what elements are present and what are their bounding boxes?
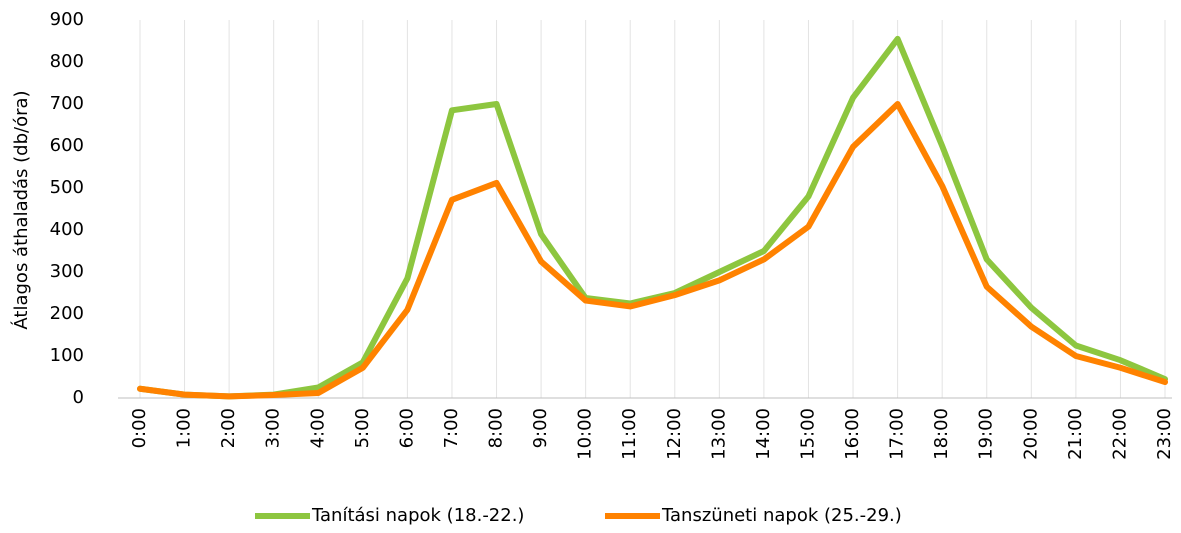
x-tick-label: 6:00	[396, 408, 417, 448]
x-tick-label: 16:00	[842, 408, 863, 460]
x-tick-label: 10:00	[575, 408, 596, 460]
y-tick-label: 500	[50, 177, 84, 198]
x-tick-label: 13:00	[708, 408, 729, 460]
x-tick-label: 2:00	[218, 408, 239, 448]
x-tick-label: 4:00	[307, 408, 328, 448]
series-line	[137, 101, 1168, 400]
x-tick-label: 20:00	[1020, 408, 1041, 460]
y-tick-label: 700	[50, 93, 84, 114]
x-tick-label: 12:00	[664, 408, 685, 460]
x-tick-label: 18:00	[931, 408, 952, 460]
y-tick-label: 0	[73, 387, 84, 408]
x-tick-label: 8:00	[486, 408, 507, 448]
x-tick-label: 9:00	[530, 408, 551, 448]
y-tick-label: 300	[50, 261, 84, 282]
x-tick-label: 7:00	[441, 408, 462, 448]
x-tick-label: 22:00	[1109, 408, 1130, 460]
y-tick-label: 600	[50, 135, 84, 156]
x-tick-label: 21:00	[1065, 408, 1086, 460]
y-tick-label: 400	[50, 219, 84, 240]
x-tick-label: 3:00	[263, 408, 284, 448]
y-tick-label: 900	[50, 9, 84, 30]
x-tick-label: 15:00	[797, 408, 818, 460]
y-tick-label: 800	[50, 51, 84, 72]
series-line	[137, 35, 1168, 400]
legend-label: Tanítási napok (18.-22.)	[311, 505, 524, 526]
y-axis-title: Átlagos áthaladás (db/óra)	[10, 90, 32, 329]
x-tick-label: 1:00	[174, 408, 195, 448]
y-tick-label: 100	[50, 345, 84, 366]
x-tick-label: 11:00	[619, 408, 640, 460]
x-tick-label: 0:00	[129, 408, 150, 448]
legend-label: Tanszüneti napok (25.-29.)	[661, 505, 902, 526]
y-tick-label: 200	[50, 303, 84, 324]
x-tick-label: 17:00	[887, 408, 908, 460]
x-tick-label: 23:00	[1154, 408, 1175, 460]
x-tick-label: 19:00	[976, 408, 997, 460]
x-tick-label: 14:00	[753, 408, 774, 460]
x-tick-label: 5:00	[352, 408, 373, 448]
